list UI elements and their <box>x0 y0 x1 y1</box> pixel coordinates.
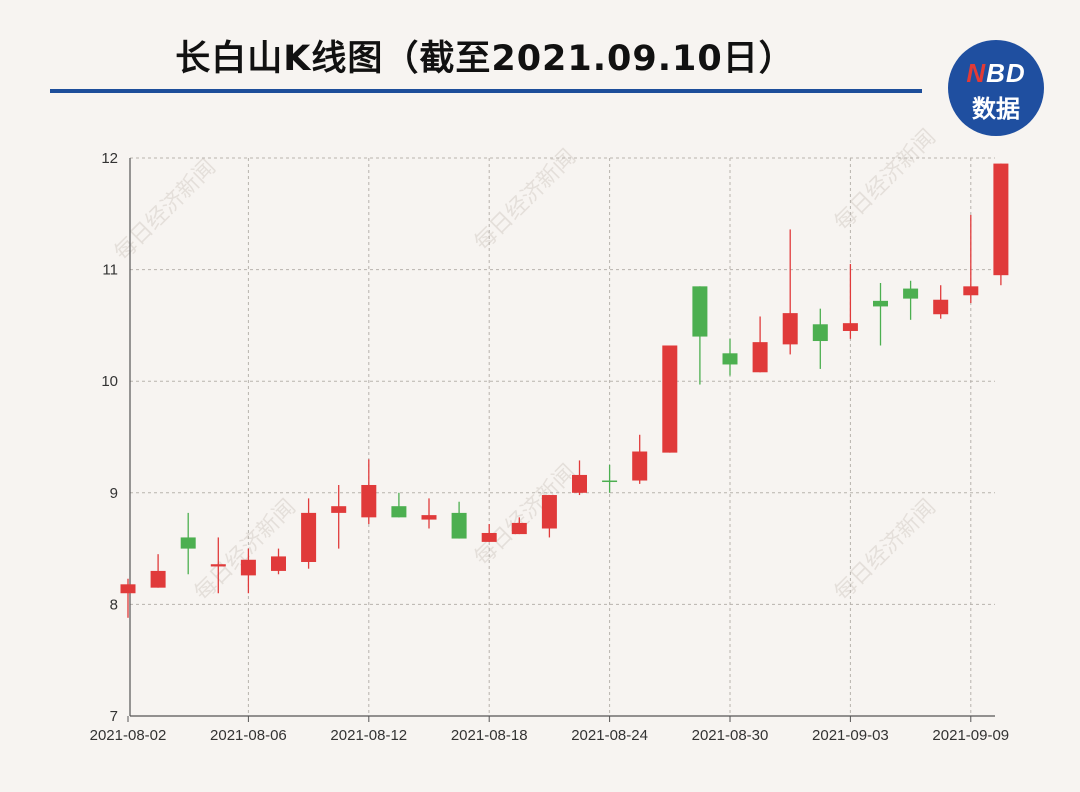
y-tick-label: 8 <box>110 596 118 613</box>
candle <box>572 460 587 496</box>
candle <box>240 548 256 594</box>
candle-body <box>180 537 196 549</box>
x-tick-label: 2021-08-12 <box>330 727 407 744</box>
watermark-text: 每日经济新闻 <box>830 495 941 606</box>
x-tick-label: 2021-08-06 <box>210 727 287 744</box>
candle <box>782 229 798 355</box>
candle <box>812 308 828 369</box>
candle-body <box>210 564 226 567</box>
candle <box>271 548 286 575</box>
candle <box>210 537 226 594</box>
candle <box>391 492 407 518</box>
x-tick-label: 2021-08-02 <box>90 727 167 744</box>
candle <box>722 338 738 376</box>
y-tick-label: 10 <box>101 373 118 390</box>
grid-layer <box>130 157 995 716</box>
candle <box>481 524 497 542</box>
candle-body <box>451 512 467 539</box>
candle <box>421 498 437 529</box>
candle-body <box>873 300 888 307</box>
candle-body <box>903 288 919 299</box>
candle <box>361 459 377 525</box>
watermark-text: 每日经济新闻 <box>110 155 221 266</box>
x-tick-label: 2021-09-09 <box>932 727 1009 744</box>
candle <box>692 286 708 385</box>
chart-title: 长白山K线图（截至2021.09.10日） <box>175 39 795 79</box>
candle-body <box>391 506 407 518</box>
candle-body <box>271 556 286 571</box>
y-tick-label: 11 <box>102 262 118 279</box>
candle-body <box>812 324 828 342</box>
candle-body <box>842 323 858 331</box>
candle-body <box>752 342 768 373</box>
candle-body <box>120 584 136 594</box>
watermark-text: 每日经济新闻 <box>470 460 581 571</box>
candle-body <box>481 532 497 542</box>
candle <box>933 285 949 319</box>
watermark-text: 每日经济新闻 <box>190 495 301 606</box>
candle <box>120 578 136 618</box>
candle <box>150 554 166 588</box>
candle-body <box>722 353 738 365</box>
candle-body <box>782 313 798 345</box>
candle-body <box>361 484 377 518</box>
candle-body <box>511 522 527 535</box>
candle-body <box>301 512 317 562</box>
candle-body <box>150 570 166 588</box>
candle-body <box>240 559 256 576</box>
x-tick-label: 2021-08-30 <box>692 727 769 744</box>
candle-body <box>572 474 587 493</box>
candle-body <box>632 451 648 481</box>
candle <box>541 495 557 538</box>
axes-layer: 7 8 9 10 11 12 2021-08-02 2021-08-06 2021-08-12 2… <box>90 150 1010 744</box>
nbd-logo: NBD 数据 <box>948 40 1044 136</box>
candle-body <box>331 506 347 513</box>
candle-body <box>963 286 979 296</box>
candle <box>180 512 196 575</box>
x-tick-label: 2021-09-03 <box>812 727 889 744</box>
y-tick-label: 9 <box>110 485 118 502</box>
candle-body <box>541 495 557 529</box>
candle <box>752 316 768 373</box>
candle-body <box>662 345 678 453</box>
candle <box>873 282 888 346</box>
candle <box>842 264 858 339</box>
logo-text-top: NBD <box>966 58 1026 88</box>
x-tick-label: 2021-08-18 <box>451 727 528 744</box>
candle-body <box>933 299 949 315</box>
watermark-text: 每日经济新闻 <box>830 125 941 236</box>
y-tick-label: 7 <box>110 708 118 725</box>
watermark-text: 每日经济新闻 <box>470 145 581 256</box>
logo-text-bottom: 数据 <box>972 96 1020 123</box>
candle <box>632 434 648 484</box>
candle <box>602 464 618 493</box>
candle <box>903 280 919 320</box>
candles-layer <box>120 163 1009 618</box>
candle-body <box>993 163 1009 276</box>
candle <box>662 345 678 453</box>
candle <box>331 484 347 549</box>
candle-body <box>421 515 437 520</box>
x-tick-label: 2021-08-24 <box>571 727 648 744</box>
candle <box>301 498 317 569</box>
candle <box>451 501 467 539</box>
candle <box>511 517 527 535</box>
candle-body <box>602 480 618 483</box>
candle <box>993 163 1009 286</box>
y-tick-label: 12 <box>101 150 118 167</box>
title-underline <box>50 89 922 93</box>
candle-body <box>692 286 708 337</box>
candle <box>963 214 979 304</box>
